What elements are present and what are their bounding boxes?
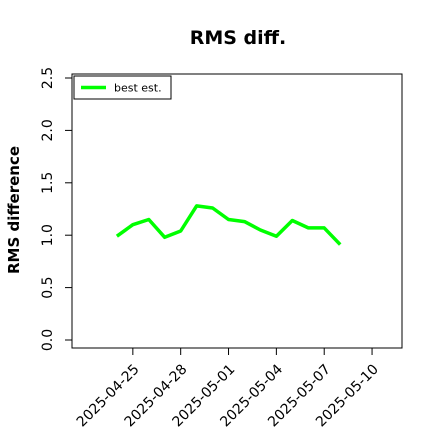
y-tick-label: 0.0	[40, 329, 56, 351]
y-axis-title: RMS difference	[5, 146, 23, 274]
x-axis: 2025-04-252025-04-282025-05-012025-05-04…	[74, 347, 382, 430]
legend-label: best est.	[114, 82, 162, 95]
legend: best est.	[73, 75, 172, 100]
y-tick-label: 1.0	[40, 224, 56, 246]
plot-frame	[71, 73, 403, 349]
y-tick-label: 2.0	[40, 119, 56, 141]
y-tick-label: 2.5	[40, 67, 56, 89]
legend-box	[73, 75, 172, 100]
series-layer	[115, 204, 342, 246]
chart-title: RMS diff.	[190, 27, 287, 49]
series-line-0	[115, 204, 342, 246]
y-axis: 0.0 0.5 1.0 1.5 2.0 2.5	[40, 67, 73, 351]
y-tick-label: 0.5	[40, 276, 56, 298]
y-tick-label: 1.5	[40, 172, 56, 194]
